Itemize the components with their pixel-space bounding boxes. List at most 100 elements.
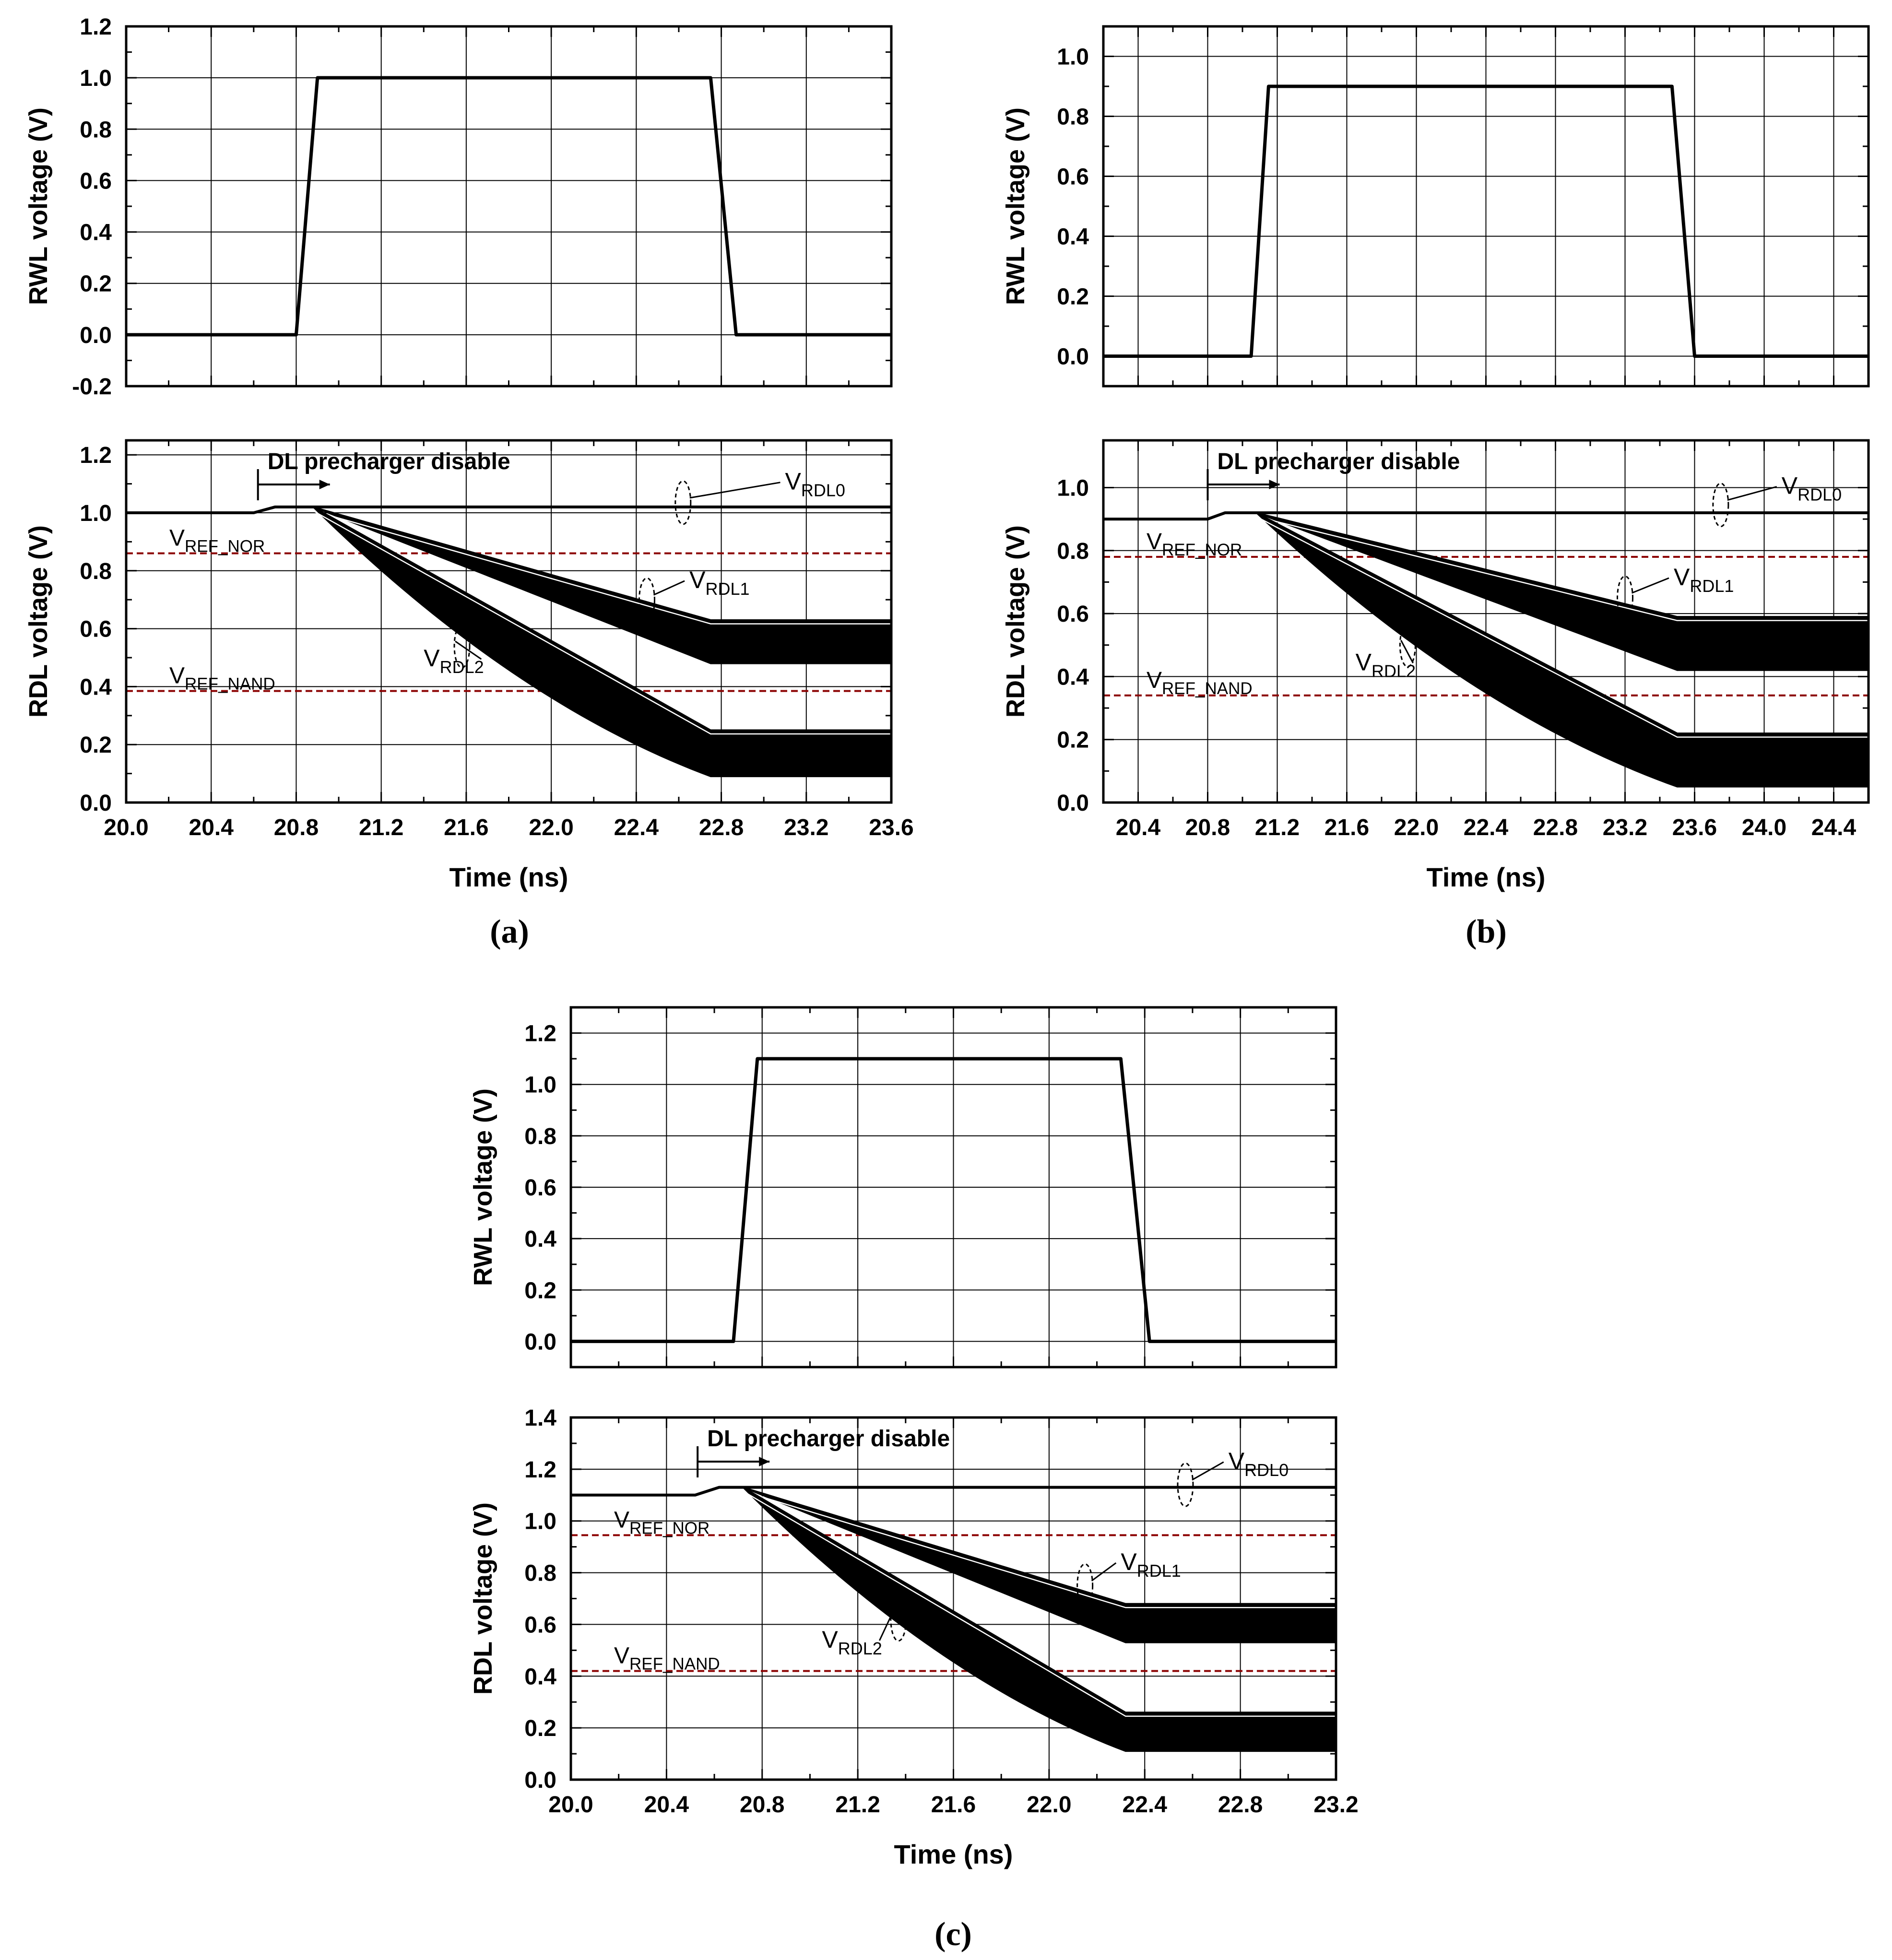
arrowhead-icon: [759, 1457, 770, 1466]
y-tick-label: 0.4: [80, 674, 112, 700]
series-label-rdl1: VRDL1: [1674, 564, 1734, 596]
ref-label-vref-nor: VREF_NOR: [614, 1507, 710, 1537]
series-label-rdl1: VRDL1: [689, 567, 749, 599]
y-tick-label: 1.0: [80, 501, 112, 526]
y-tick-label: 0.2: [1057, 284, 1089, 310]
y-tick-label: 1.4: [524, 1405, 556, 1431]
plot-frame: [569, 1416, 1337, 1781]
x-tick-label: 21.6: [1324, 815, 1369, 840]
leader-line: [879, 1614, 893, 1641]
leader-line: [689, 482, 780, 499]
dashed-ellipse: [1712, 483, 1729, 528]
leader-line: [1192, 1461, 1224, 1481]
panel-label-a: (a): [490, 913, 529, 950]
x-tick-label: 21.2: [359, 815, 403, 840]
leader-line: [1727, 486, 1777, 501]
y-axis-title: RDL voltage (V): [469, 1502, 497, 1695]
plot-frame: [1102, 439, 1870, 804]
y-tick-label: 0.0: [524, 1329, 556, 1355]
series-label-rdl0: VRDL0: [1782, 472, 1842, 505]
leader-line: [455, 640, 482, 660]
dashed-ellipse: [674, 480, 692, 525]
x-tick-label: 20.0: [548, 1792, 593, 1818]
x-tick-label: 23.2: [784, 815, 828, 840]
y-tick-label: -0.2: [72, 374, 112, 400]
band-edge-line: [743, 1490, 1336, 1608]
y-tick-label: 1.0: [1057, 475, 1089, 501]
ref-label-vref-nand: VREF_NAND: [614, 1643, 720, 1674]
y-tick-label: 0.0: [80, 323, 112, 348]
series-label-rdl0: VRDL0: [785, 468, 845, 500]
x-axis-title: Time (ns): [894, 1839, 1013, 1869]
x-tick-label: 20.4: [189, 815, 234, 840]
x-tick-label: 24.0: [1742, 815, 1786, 840]
plot-frame: [125, 439, 893, 804]
x-tick-label: 22.4: [614, 815, 659, 840]
x-axis-title: Time (ns): [449, 862, 568, 892]
x-axis-title: Time (ns): [1427, 862, 1546, 892]
y-tick-label: 1.0: [1057, 45, 1089, 70]
x-tick-label: 22.4: [1464, 815, 1509, 840]
leader-line: [1400, 640, 1414, 663]
x-tick-label: 20.8: [1185, 815, 1230, 840]
leader-line: [1631, 577, 1669, 594]
dashed-ellipse: [1617, 575, 1633, 620]
band-edge-line: [313, 510, 891, 625]
chart-c-rwl: 0.0 0.2 0.4 0.6 0.8 1.0 1.2 RWL voltage (V): [469, 1006, 1337, 1369]
x-tick-label: 22.0: [1027, 1792, 1071, 1818]
leader-line: [1091, 1562, 1117, 1582]
y-tick-label: 1.0: [524, 1073, 556, 1098]
y-tick-label: 0.8: [80, 117, 112, 142]
x-tick-label: 21.2: [1255, 815, 1300, 840]
x-tick-label: 22.8: [699, 815, 744, 840]
x-tick-label: 23.2: [1313, 1792, 1358, 1818]
dashed-ellipse: [638, 577, 655, 622]
precharge-label: DL precharger disable: [1218, 449, 1460, 474]
y-tick-label: 0.8: [524, 1124, 556, 1149]
leader-line: [653, 580, 685, 596]
panel-label-c: (c): [934, 1916, 972, 1953]
y-axis-title: RDL voltage (V): [1001, 525, 1030, 718]
y-tick-label: 0.2: [80, 732, 112, 758]
x-tick-label: 20.8: [274, 815, 319, 840]
dashed-ellipse: [890, 1597, 907, 1642]
y-tick-label: 0.4: [1057, 224, 1089, 250]
series-label-rdl1: VRDL1: [1121, 1548, 1181, 1581]
y-tick-label: 0.6: [524, 1175, 556, 1201]
y-tick-label: 1.2: [524, 1021, 556, 1047]
y-tick-label: 0.4: [1057, 664, 1089, 690]
chart-b-rdl: 0.0 0.2 0.4 0.6 0.8 1.0 20.4 20.8 21.2 21.6 22.0 22…: [1001, 439, 1870, 892]
series-rwl: [1103, 84, 1868, 358]
chart-c-rdl: 0.0 0.2 0.4 0.6 0.8 1.0 1.2 1.4 20.0 20.4 20.8 21.2…: [469, 1405, 1359, 1869]
chart-b-rwl: 0.0 0.2 0.4 0.6 0.8 1.0 RWL voltage (V): [1001, 25, 1870, 388]
arrowhead-icon: [1269, 480, 1280, 489]
plot-frame: [1102, 25, 1870, 388]
dashed-ellipse: [1076, 1563, 1094, 1608]
series-label-rdl2: VRDL2: [822, 1626, 882, 1658]
y-tick-label: 0.2: [80, 272, 112, 297]
dashed-ellipse: [1399, 623, 1416, 668]
y-tick-label: 0.2: [1057, 728, 1089, 753]
y-tick-label: 1.0: [524, 1509, 556, 1535]
chart-a-rwl: -0.2 0.0 0.2 0.4 0.6 0.8 1.0 1.2 RWL voltage (V): [24, 14, 893, 400]
ref-label-vref-nor: VREF_NOR: [1147, 529, 1242, 559]
y-tick-label: 0.0: [1057, 344, 1089, 370]
x-tick-label: 20.0: [104, 815, 148, 840]
y-axis-title: RWL voltage (V): [469, 1088, 497, 1286]
y-tick-label: 1.2: [80, 14, 112, 40]
x-tick-label: 21.2: [835, 1792, 880, 1818]
series-rwl: [126, 76, 891, 337]
series-vrdl0: [571, 1486, 1336, 1497]
y-tick-label: 0.6: [80, 617, 112, 642]
y-tick-label: 0.8: [1057, 105, 1089, 130]
y-tick-label: 0.4: [524, 1227, 556, 1252]
y-tick-label: 0.6: [1057, 602, 1089, 627]
band-edge-line: [313, 510, 891, 735]
y-tick-label: 0.8: [80, 559, 112, 584]
precharge-label: DL precharger disable: [268, 449, 510, 474]
y-tick-label: 1.2: [524, 1457, 556, 1483]
y-tick-label: 0.4: [524, 1664, 556, 1689]
y-tick-label: 0.6: [80, 168, 112, 194]
ref-label-vref-nor: VREF_NOR: [169, 526, 265, 556]
